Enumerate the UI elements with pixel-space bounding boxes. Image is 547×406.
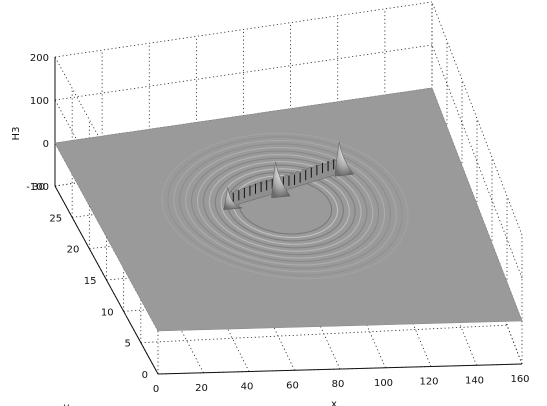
x-tick-label: 140 [465, 375, 484, 386]
x-tick-label: 160 [510, 374, 529, 385]
surface-peak [223, 187, 243, 211]
y-tick-label: 30 [32, 182, 45, 193]
axis-layer [54, 57, 523, 375]
x-tick-label: 120 [419, 377, 438, 388]
surface-peak [334, 142, 355, 177]
y-axis-label: y [64, 402, 70, 406]
ripple-ring [173, 139, 397, 273]
grid-line-z-back [54, 1, 433, 58]
ripple-ring [208, 161, 362, 252]
y-tick-label: 0 [142, 370, 148, 381]
y-tick-label: 5 [124, 339, 130, 350]
ripple-ring [161, 132, 409, 280]
ripple-ring [190, 150, 380, 263]
x-tick-label: 20 [195, 383, 208, 394]
ripple-ring [167, 136, 403, 276]
grid-line-y-floor [140, 324, 508, 344]
z-tick-label: 0 [43, 139, 49, 150]
y-tick-label: 15 [84, 276, 97, 287]
x-tick-label: 40 [241, 382, 254, 393]
y-tick-label: 20 [67, 245, 80, 256]
x-tick-label: 100 [374, 378, 393, 389]
surface-layer [54, 87, 523, 332]
surface-plane [54, 87, 523, 332]
grid-line-z-back [54, 44, 433, 101]
ripple-ring [185, 146, 386, 266]
y-tick-label: 25 [49, 213, 62, 224]
x-tick-label: 60 [286, 380, 299, 391]
x-tick-label: 80 [332, 379, 345, 390]
ripple-ring [196, 154, 374, 259]
z-tick-label: 200 [30, 53, 49, 64]
ripple-ring [202, 157, 368, 256]
z-tick-label: -100 [26, 182, 49, 193]
x-axis-label: x [331, 399, 337, 406]
y-axis-line [54, 185, 159, 375]
x-axis-line [157, 363, 523, 375]
surface-peak [271, 161, 291, 199]
tick-labels: 0 20 40 60 80 100 120 140 160 0 5 10 15 20 25 30-100 0 10… [26, 53, 529, 395]
ripple-ring [179, 143, 391, 269]
z-axis-label: H3 [11, 127, 22, 141]
ripple-ring [214, 164, 356, 249]
y-tick-label: 10 [101, 307, 114, 318]
x-tick-label: 0 [153, 384, 159, 395]
z-tick-label: 100 [30, 96, 49, 107]
